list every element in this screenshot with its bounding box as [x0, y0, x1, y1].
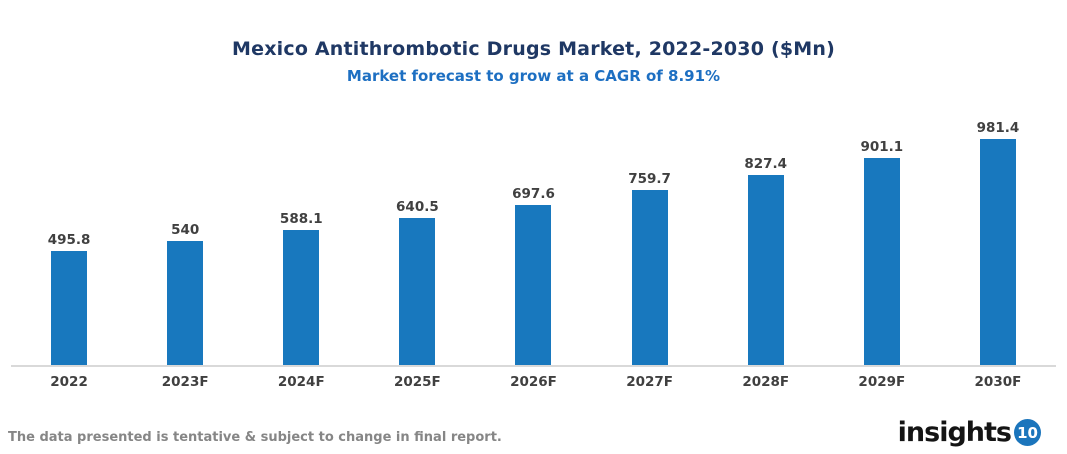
bar-group: 540 [127, 115, 243, 365]
disclaimer-text: The data presented is tentative & subjec… [8, 430, 502, 445]
x-axis-label: 2022 [50, 374, 88, 390]
bar [515, 205, 552, 365]
x-axis-label: 2026F [510, 374, 557, 390]
bar [863, 158, 900, 365]
bar-group: 981.4 [940, 115, 1056, 365]
x-axis-label: 2027F [626, 374, 673, 390]
logo-text: insights [897, 417, 1012, 448]
bar-value-label: 640.5 [396, 199, 439, 215]
x-axis-label: 2023F [161, 374, 209, 390]
bar-group: 697.6 [475, 115, 591, 365]
bar-value-label: 901.1 [860, 139, 904, 155]
bar-value-label: 540 [171, 222, 200, 238]
plot-area: 495.8 540 588.1 640.5 697.6 759.7 827.4 901.1 98… [11, 115, 1056, 367]
x-axis-label: 2030F [974, 374, 1022, 390]
bar-group: 495.8 [11, 115, 127, 365]
bar-group: 827.4 [708, 115, 824, 365]
x-axis-label: 2029F [858, 374, 906, 390]
insights10-logo: insights 10 [898, 417, 1041, 448]
x-axis: 2022 2023F 2024F 2025F 2026F 2027F 2028F 2029F 2… [11, 367, 1056, 390]
bar-chart: 495.8 540 588.1 640.5 697.6 759.7 827.4 901.1 98… [11, 115, 1056, 390]
bar [283, 230, 320, 365]
x-axis-label: 2028F [742, 374, 790, 390]
bar-value-label: 981.4 [976, 120, 1020, 136]
bar-value-label: 827.4 [744, 156, 788, 172]
bar [747, 175, 784, 365]
chart-header: Mexico Antithrombotic Drugs Market, 2022… [0, 0, 1067, 85]
bar-group: 640.5 [359, 115, 475, 365]
bar-group: 588.1 [243, 115, 359, 365]
bar-group: 759.7 [592, 115, 708, 365]
x-axis-label: 2025F [393, 374, 441, 390]
chart-title: Mexico Antithrombotic Drugs Market, 2022… [232, 38, 835, 60]
bar-value-label: 697.6 [512, 186, 555, 202]
chart-subtitle: Market forecast to grow at a CAGR of 8.9… [346, 67, 721, 85]
bar [399, 218, 436, 365]
bar [167, 241, 204, 365]
bar [979, 139, 1016, 365]
bar [631, 190, 668, 365]
bar-value-label: 495.8 [47, 232, 91, 248]
bar-group: 901.1 [824, 115, 940, 365]
x-axis-label: 2024F [277, 374, 325, 390]
bar-value-label: 759.7 [628, 171, 671, 187]
bar-value-label: 588.1 [279, 211, 323, 227]
logo-badge: 10 [1014, 419, 1041, 446]
bar [51, 251, 88, 365]
